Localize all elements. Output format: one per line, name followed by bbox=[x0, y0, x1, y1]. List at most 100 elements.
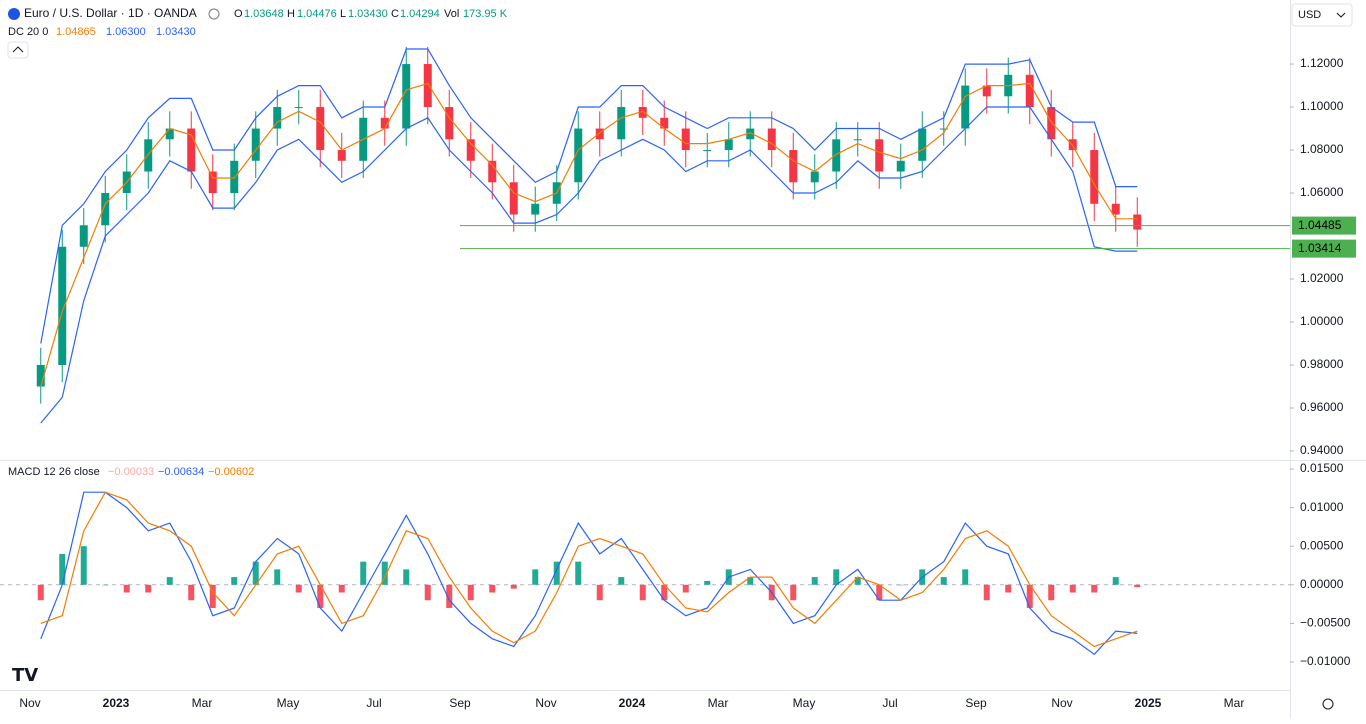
histogram-bar bbox=[682, 584, 689, 593]
candle-body bbox=[1133, 214, 1142, 230]
histogram-bar bbox=[209, 584, 216, 608]
candle-body bbox=[402, 64, 411, 129]
market-status bbox=[208, 8, 220, 20]
y-tick-label: 0.01000 bbox=[1300, 500, 1344, 514]
candle-body bbox=[144, 139, 153, 172]
y-tick-label: 1.12000 bbox=[1300, 56, 1344, 70]
candle-body bbox=[918, 128, 927, 161]
histogram-bar bbox=[1112, 577, 1119, 585]
histogram-bar bbox=[575, 561, 582, 585]
histogram-bar bbox=[553, 561, 560, 585]
histogram-bar bbox=[1069, 584, 1076, 593]
histogram-bar bbox=[983, 584, 990, 601]
histogram-bar bbox=[252, 561, 259, 585]
indicator-title: DC 20 0 bbox=[8, 26, 48, 38]
histogram-bar bbox=[639, 584, 646, 601]
candle-body bbox=[724, 139, 733, 151]
ohlc-value: 1.03430 bbox=[348, 8, 388, 20]
x-tick-label: Nov bbox=[19, 696, 40, 710]
candle-body bbox=[165, 128, 174, 140]
histogram-bar bbox=[489, 584, 496, 593]
ohlc-value: 1.04476 bbox=[297, 8, 337, 20]
histogram-bar bbox=[145, 584, 152, 593]
histogram-bar bbox=[897, 584, 904, 586]
candle-body bbox=[767, 128, 776, 151]
candle-body bbox=[251, 128, 260, 161]
candle-body bbox=[488, 160, 497, 183]
y-tick-label: 0.00000 bbox=[1300, 577, 1344, 591]
candle-body bbox=[660, 117, 669, 129]
x-tick-label: May bbox=[277, 696, 300, 710]
histogram-bar bbox=[876, 584, 883, 601]
x-tick-label: Mar bbox=[1224, 696, 1245, 710]
candle-body bbox=[982, 85, 991, 97]
settings-icon[interactable] bbox=[1322, 698, 1334, 710]
x-tick-label: 2023 bbox=[103, 696, 130, 710]
histogram-bar bbox=[704, 580, 711, 585]
y-tick-label: 1.06000 bbox=[1300, 185, 1344, 199]
candle-body bbox=[187, 128, 196, 172]
candle-body bbox=[595, 128, 604, 140]
candle-body bbox=[79, 225, 88, 247]
ohlc-value: 173.95 K bbox=[463, 8, 508, 20]
ohlc-key: H bbox=[287, 8, 295, 20]
indicator-value: −0.00634 bbox=[158, 466, 204, 478]
candle-body bbox=[1090, 150, 1099, 204]
currency[interactable]: USD bbox=[1298, 9, 1321, 21]
ohlc-value: 1.04294 bbox=[400, 8, 440, 20]
candle-body bbox=[316, 107, 325, 151]
y-tick-label: 1.00000 bbox=[1300, 314, 1344, 328]
candle-body bbox=[746, 128, 755, 140]
histogram-bar bbox=[618, 577, 625, 585]
histogram-bar bbox=[1026, 584, 1033, 608]
candle-body bbox=[961, 85, 970, 129]
histogram-bar bbox=[1048, 584, 1055, 601]
x-tick-label: 2025 bbox=[1135, 696, 1162, 710]
y-tick-label: −0.00500 bbox=[1300, 616, 1351, 630]
candle-body bbox=[101, 193, 110, 226]
histogram-bar bbox=[790, 584, 797, 601]
candle-body bbox=[574, 128, 583, 183]
histogram-bar bbox=[467, 584, 474, 601]
candle-body bbox=[1068, 139, 1077, 151]
candle-body bbox=[1025, 74, 1034, 108]
x-tick-label: Jul bbox=[366, 696, 381, 710]
histogram-bar bbox=[102, 584, 109, 586]
histogram-bar bbox=[274, 569, 281, 585]
histogram-bar bbox=[1091, 584, 1098, 593]
histogram-bar bbox=[37, 584, 44, 601]
collapse-icon bbox=[12, 46, 24, 53]
y-tick-label: 0.98000 bbox=[1300, 357, 1344, 371]
symbol[interactable]: Euro / U.S. Dollar · 1D · OANDA bbox=[24, 6, 197, 20]
collapse-button[interactable] bbox=[7, 41, 29, 59]
x-tick-label: Mar bbox=[192, 696, 213, 710]
histogram-bar bbox=[596, 584, 603, 601]
candle-body bbox=[423, 64, 432, 108]
candle-body bbox=[380, 117, 389, 129]
indicator-value: 1.03430 bbox=[156, 26, 196, 38]
candle-body bbox=[703, 150, 712, 152]
y-tick-label: 0.00500 bbox=[1300, 538, 1344, 552]
candle-body bbox=[445, 107, 454, 140]
logo: 𝗧𝗩 bbox=[12, 665, 38, 685]
candle-body bbox=[36, 364, 45, 387]
x-tick-label: Sep bbox=[965, 696, 987, 710]
candle-body bbox=[789, 150, 798, 183]
x-tick-label: Sep bbox=[449, 696, 471, 710]
currency-select[interactable] bbox=[1291, 3, 1353, 27]
histogram-bar bbox=[833, 569, 840, 585]
histogram-bar bbox=[532, 569, 539, 585]
y-tick-label: 1.08000 bbox=[1300, 142, 1344, 156]
histogram-bar bbox=[661, 584, 668, 601]
candle-body bbox=[337, 150, 346, 161]
candle-body bbox=[58, 246, 67, 365]
candle-body bbox=[294, 107, 303, 109]
histogram-bar bbox=[424, 584, 431, 601]
candle-body bbox=[531, 203, 540, 215]
candle-body bbox=[875, 139, 884, 172]
candle-body bbox=[896, 160, 905, 172]
histogram-bar bbox=[360, 561, 367, 585]
histogram-bar bbox=[338, 584, 345, 593]
x-tick-label: 2024 bbox=[619, 696, 646, 710]
